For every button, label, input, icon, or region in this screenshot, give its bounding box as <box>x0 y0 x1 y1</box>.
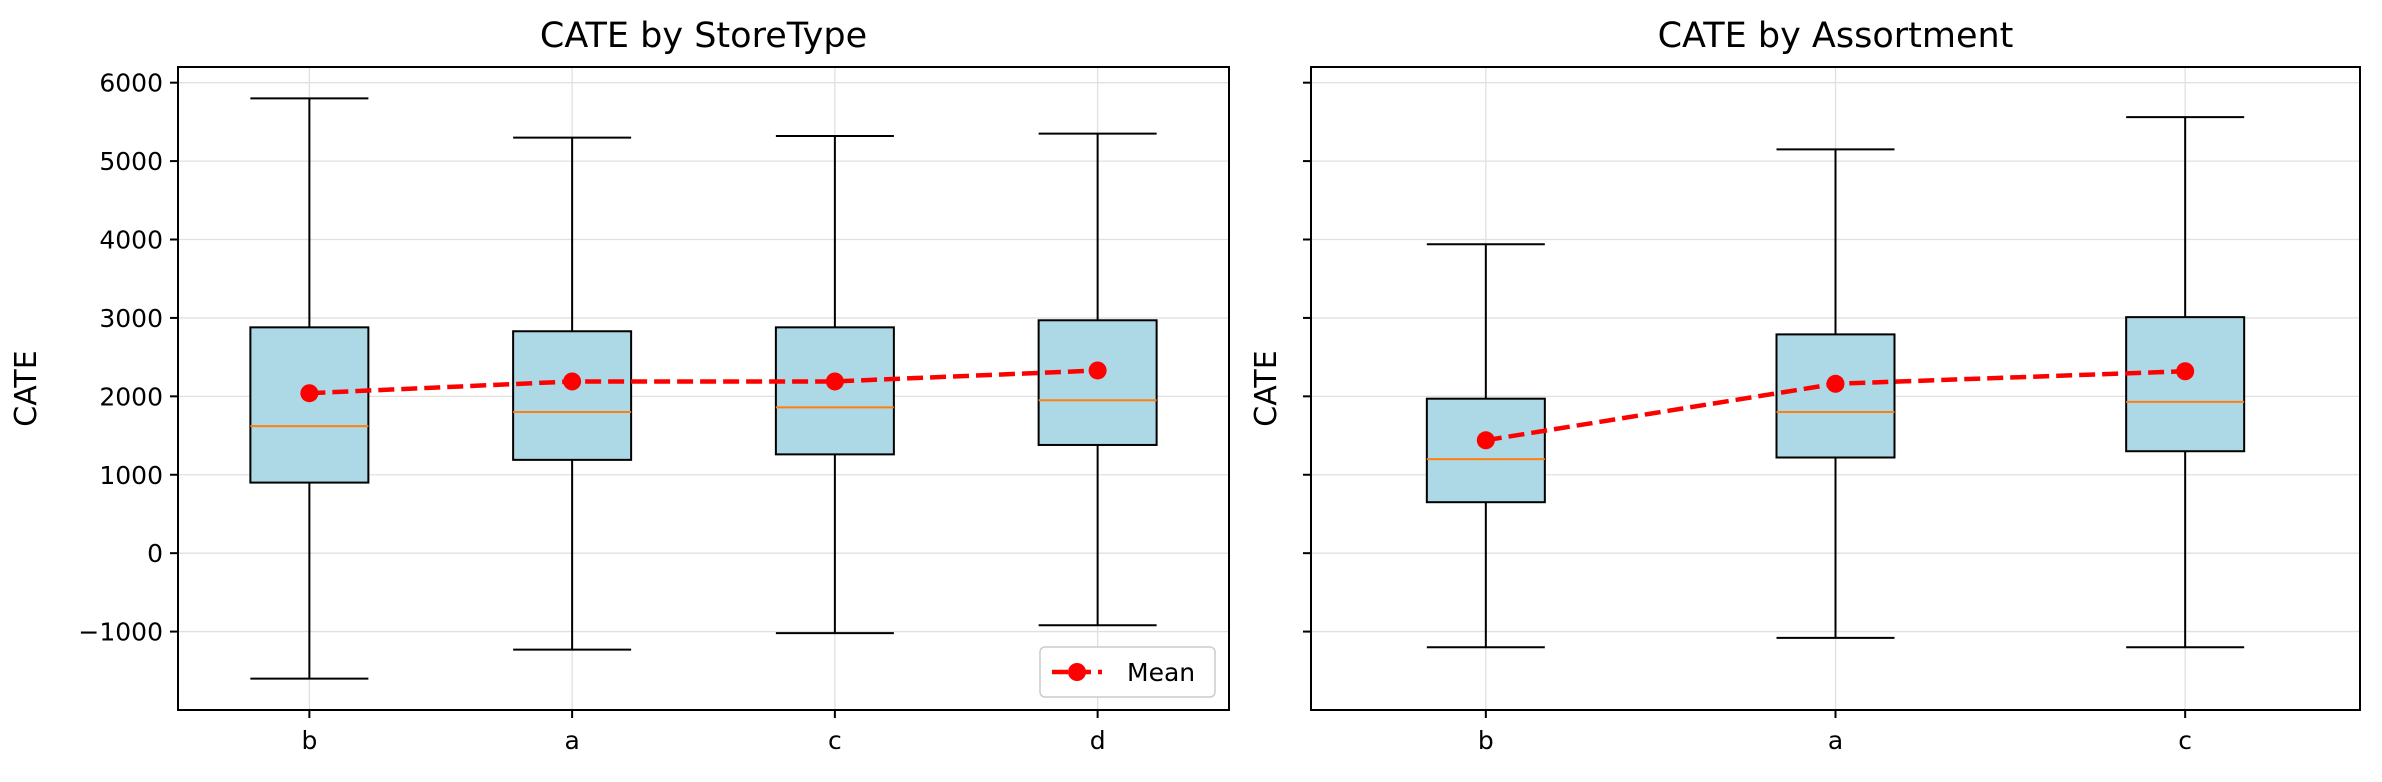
box-b <box>249 97 370 680</box>
mean-line <box>309 368 1098 396</box>
y-axis-label: CATE <box>9 350 44 426</box>
box-body <box>1775 333 1896 459</box>
y-tick-label: 6000 <box>99 69 163 98</box>
chart-title: CATE by Assortment <box>1658 16 2014 56</box>
y-tick-label: 1000 <box>99 461 163 490</box>
x-tick-label: c <box>828 726 842 755</box>
box-body <box>249 326 370 484</box>
y-tick-label: 5000 <box>99 147 163 176</box>
box-a <box>1775 148 1896 639</box>
legend-label: Mean <box>1127 658 1195 687</box>
mean-point <box>563 372 582 391</box>
y-tick-label: 0 <box>147 539 163 568</box>
mean-point <box>2176 362 2195 381</box>
y-tick-label: 4000 <box>99 226 163 255</box>
mean-point <box>825 372 844 391</box>
mean-point <box>1088 361 1107 380</box>
x-tick-label: a <box>1828 726 1843 755</box>
x-tick-label: d <box>1090 726 1106 755</box>
x-tick-label: b <box>1478 726 1494 755</box>
box-body <box>512 330 633 461</box>
y-tick-label: 2000 <box>99 382 163 411</box>
box-d <box>1037 132 1158 627</box>
chart-title: CATE by StoreType <box>540 16 867 56</box>
box-body <box>2125 316 2246 453</box>
box-body <box>1425 397 1546 504</box>
legend-marker <box>1068 663 1086 681</box>
chart-panel-1: −1000 0 1000 2000 3000 4000 5000 6000 b a c d CATE b… <box>9 16 1230 755</box>
chart-panel-2: b a c CATE by Assortment CATE <box>1249 16 2361 755</box>
mean-point <box>1476 431 1495 450</box>
y-tick-label: 3000 <box>99 304 163 333</box>
box-c <box>774 135 895 635</box>
legend-box <box>1039 646 1216 698</box>
y-axis-label: CATE <box>1249 350 1284 426</box>
mean-point <box>300 384 319 403</box>
y-tick-label: −1000 <box>78 618 163 647</box>
mean-point <box>1826 374 1845 393</box>
box-c <box>2125 116 2246 649</box>
box-a <box>512 136 633 651</box>
x-tick-label: c <box>2178 726 2192 755</box>
x-tick-label: a <box>564 726 579 755</box>
legend: Mean <box>1039 646 1216 698</box>
plot-frame <box>177 66 1230 711</box>
box-body <box>1037 319 1158 446</box>
x-tick-label: b <box>301 726 317 755</box>
box-b <box>1425 243 1546 649</box>
box-body <box>774 326 895 456</box>
